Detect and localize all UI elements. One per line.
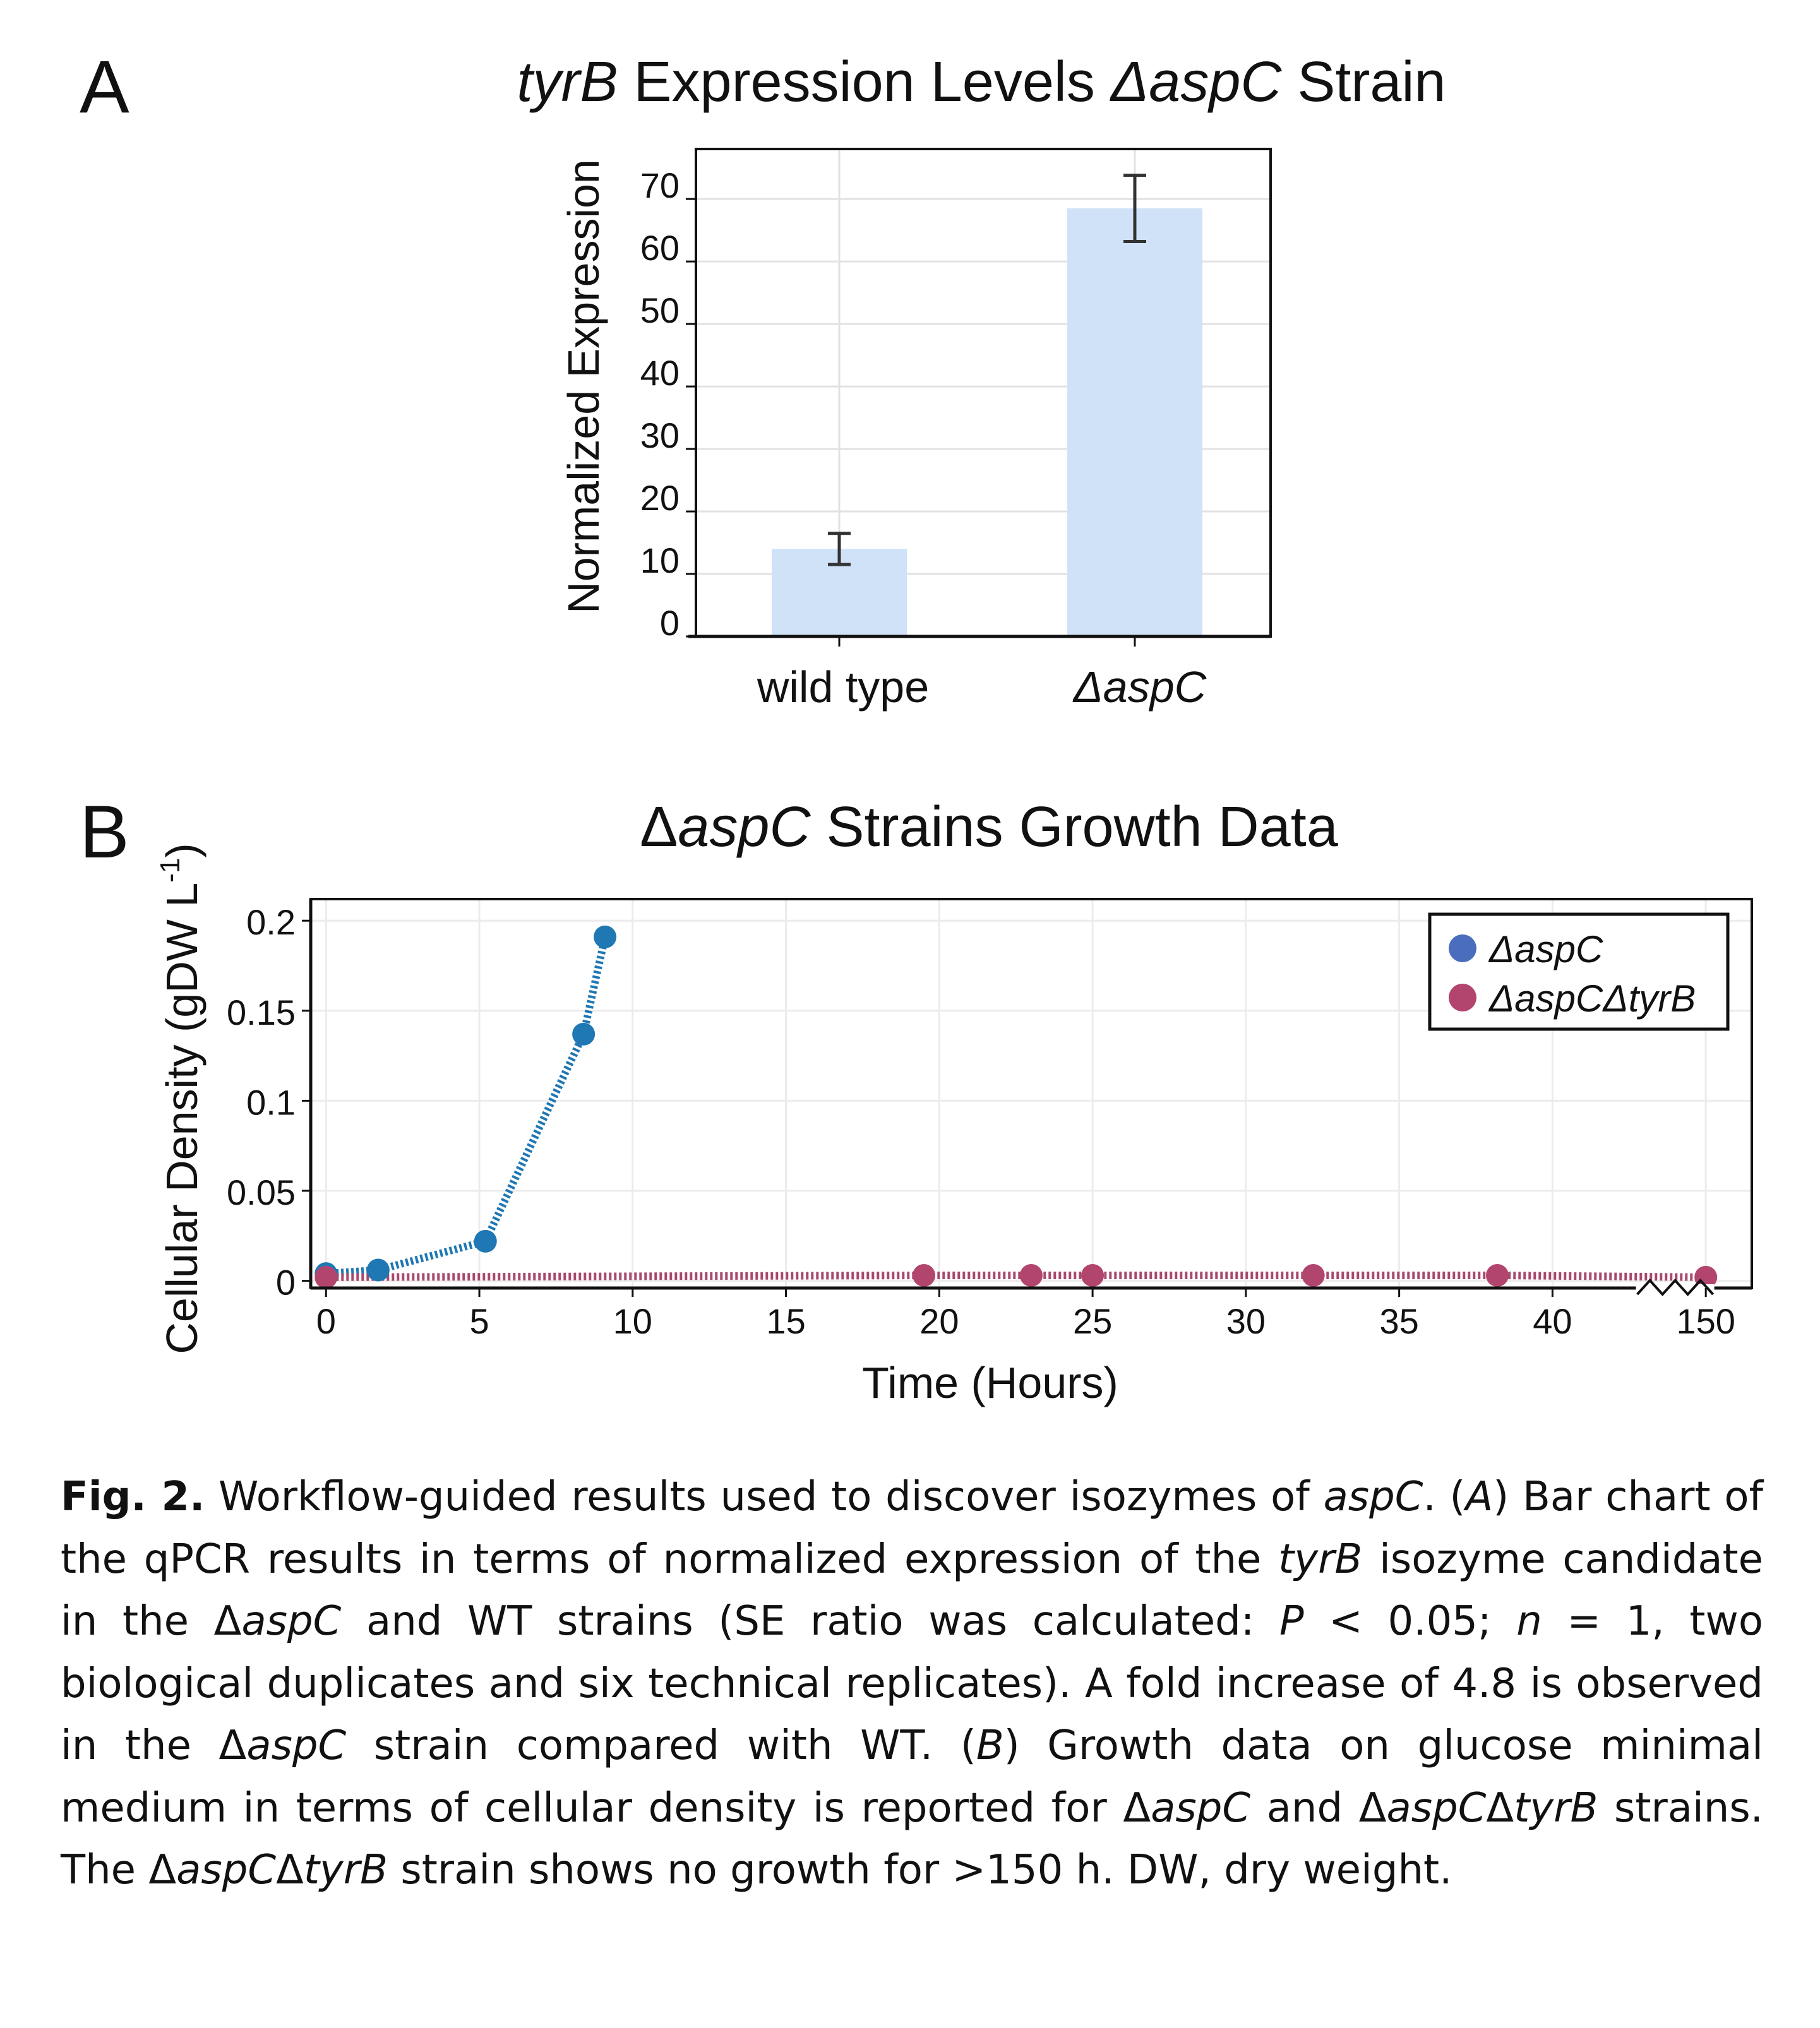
chart-b-data-point-1	[1081, 1264, 1105, 1287]
chart-b-series-line-0	[325, 936, 609, 1278]
panel-label-b: B	[80, 790, 129, 874]
chart-b-xlabel: Time (Hours)	[862, 1358, 1118, 1407]
chart-b-ytick-label: 0.05	[227, 1172, 296, 1212]
chart-b-legend-marker	[1449, 934, 1476, 962]
chart-b-xtick-label: 10	[613, 1301, 652, 1341]
chart-a-ytick-label: 20	[640, 478, 680, 518]
chart-a-ytick-label: 0	[660, 603, 680, 643]
chart-a-title-segment: ΔaspC	[1110, 51, 1282, 114]
chart-b-data-point-0	[572, 1022, 596, 1046]
caption-segment: aspC	[241, 1598, 342, 1645]
chart-b-data-point-1	[1302, 1264, 1325, 1287]
figure-caption: Fig. 2. Workflow-guided results used to …	[61, 1466, 1763, 1902]
chart-b-legend	[1428, 912, 1730, 1031]
caption-segment: ) Growth data on glucose minimal medium …	[61, 1722, 1764, 1832]
chart-a-ytick-label: 10	[640, 540, 680, 580]
chart-b-title-segment: Δ	[640, 796, 678, 859]
chart-a-category-label: wild type	[757, 662, 929, 712]
caption-segment: aspC	[1386, 1784, 1487, 1832]
chart-b-title-segment: Strains Growth Data	[810, 796, 1338, 859]
chart-a-title-segment: Strain	[1281, 51, 1446, 114]
caption-segment: n	[1516, 1598, 1542, 1645]
chart-b-data-point-0	[594, 925, 617, 948]
chart-b-ytick-label: 0.1	[246, 1082, 296, 1122]
caption-segment: Δ	[276, 1847, 304, 1894]
chart-b-ylabel: Cellular Density (gDW L-1)	[155, 843, 207, 1354]
panel-label-a: A	[80, 45, 129, 129]
chart-b-title-segment: aspC	[678, 796, 811, 859]
chart-b-data-point-1	[1020, 1264, 1043, 1287]
caption-segment: Workflow-guided results used to discover…	[205, 1474, 1324, 1520]
chart-b-ylabel-superscript: -1	[155, 858, 186, 883]
chart-b-xtick-label: 15	[766, 1301, 805, 1341]
chart-a-ytick-label: 70	[640, 165, 680, 205]
chart-a-ytick-label: 30	[640, 415, 680, 455]
chart-b-ylabel-text: Cellular Density (gDW L	[157, 883, 207, 1354]
chart-b-legend-label: ΔaspC	[1488, 928, 1603, 970]
caption-segment: strain shows no growth for >150 h. DW, d…	[388, 1847, 1452, 1894]
caption-segment: Fig. 2.	[61, 1474, 205, 1520]
chart-b-xtick-label: 150	[1676, 1301, 1735, 1341]
caption-segment: strain compared with WT. (	[346, 1722, 976, 1769]
caption-segment: ) Bar chart of the qPCR results in terms…	[61, 1474, 1764, 1583]
caption-segment: tyrB	[1514, 1784, 1598, 1832]
chart-b-data-point-1	[1486, 1264, 1509, 1287]
caption-segment: A	[1465, 1474, 1494, 1520]
chart-b-legend-marker	[1449, 984, 1476, 1011]
caption-segment: = 1, two biological duplicates and six t…	[61, 1598, 1764, 1769]
chart-b-data-point-0	[366, 1258, 390, 1282]
chart-a-ytick-label: 50	[640, 290, 680, 330]
chart-b-xtick-label: 35	[1379, 1301, 1418, 1341]
chart-b-ylabel-text: )	[157, 843, 207, 857]
chart-b-data-point-0	[474, 1229, 497, 1253]
caption-segment: isozyme candidate in the Δ	[61, 1536, 1763, 1645]
chart-b-axis-break-marker	[1636, 1279, 1715, 1296]
caption-segment: aspC	[1323, 1474, 1423, 1520]
chart-b-data-point-1	[913, 1264, 936, 1287]
chart-b-xtick-label: 25	[1073, 1301, 1112, 1341]
chart-b-xtick-label: 20	[919, 1301, 959, 1341]
chart-b-xtick-label: 5	[469, 1301, 489, 1341]
chart-b-xtick-label: 40	[1533, 1301, 1572, 1341]
chart-a-ytick-label: 40	[640, 353, 680, 393]
chart-b-ytick-label: 0.15	[227, 993, 296, 1032]
caption-segment: aspC	[1151, 1784, 1251, 1832]
chart-b-ytick-label: 0.2	[246, 902, 296, 942]
caption-segment: B	[976, 1722, 1004, 1769]
chart-b-legend-label: ΔaspCΔtyrB	[1488, 977, 1696, 1020]
caption-segment: aspC	[176, 1847, 277, 1894]
chart-a-title-segment: tyrB	[517, 51, 618, 114]
chart-b-data-point-1	[1694, 1265, 1718, 1289]
chart-b-xtick-label: 0	[316, 1301, 336, 1341]
chart-b-title: ΔaspC Strains Growth Data	[640, 796, 1338, 859]
chart-a-category-label: ΔaspC	[1072, 662, 1207, 712]
caption-segment: aspC	[246, 1722, 347, 1769]
caption-segment: tyrB	[1278, 1536, 1363, 1583]
chart-a-title-segment: Expression Levels	[618, 51, 1111, 114]
chart-a-title: tyrB Expression Levels ΔaspC Strain	[517, 51, 1446, 114]
chart-b-axis-break-gap	[1636, 1284, 1715, 1293]
caption-segment: strains. The Δ	[61, 1784, 1764, 1894]
caption-segment: and WT strains (SE ratio was calculated:	[341, 1598, 1280, 1645]
chart-b-xtick-label: 30	[1226, 1301, 1266, 1341]
caption-segment: . (	[1423, 1474, 1466, 1520]
caption-segment: tyrB	[303, 1847, 388, 1894]
caption-segment: Δ	[1486, 1784, 1514, 1832]
chart-a-ytick-label: 60	[640, 228, 680, 268]
chart-b-ytick-label: 0	[276, 1263, 296, 1303]
chart-b-data-point-1	[314, 1265, 338, 1289]
chart-a-bar	[1067, 208, 1202, 636]
caption-segment: < 0.05;	[1303, 1598, 1517, 1645]
caption-segment: and Δ	[1250, 1784, 1387, 1832]
chart-a-ylabel: Normalized Expression	[559, 159, 608, 614]
caption-segment: P	[1279, 1598, 1304, 1645]
